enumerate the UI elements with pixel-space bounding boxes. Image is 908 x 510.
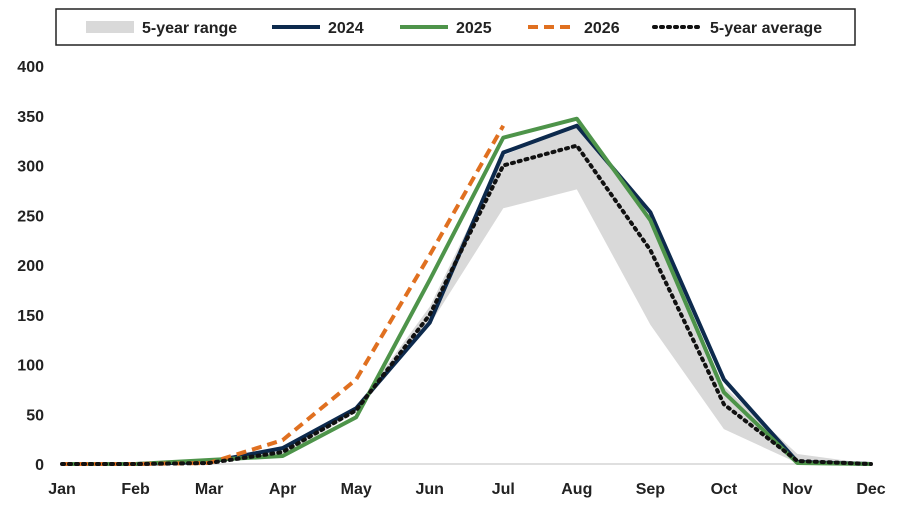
x-tick-label: May: [341, 481, 372, 498]
y-tick-label: 0: [35, 457, 44, 474]
y-tick-label: 50: [26, 407, 44, 424]
y-tick-label: 400: [17, 59, 44, 76]
y-tick-label: 150: [17, 308, 44, 325]
x-tick-label: Aug: [561, 481, 592, 498]
x-tick-label: Apr: [269, 481, 297, 498]
legend-label-2024: 2024: [328, 20, 364, 37]
legend-label-average: 5-year average: [710, 20, 822, 37]
y-tick-label: 100: [17, 358, 44, 375]
range-band: [62, 125, 871, 464]
x-tick-label: Sep: [636, 481, 666, 498]
legend: 5-year range 2024 2025 2026 5-year avera…: [55, 8, 856, 46]
x-tick-label: Dec: [856, 481, 885, 498]
x-tick-label: Mar: [195, 481, 223, 498]
x-tick-label: Nov: [782, 481, 812, 498]
x-tick-label: Feb: [121, 481, 150, 498]
x-tick-label: Jan: [48, 481, 76, 498]
x-tick-label: Jul: [492, 481, 515, 498]
y-tick-label: 350: [17, 109, 44, 126]
x-tick-label: Oct: [711, 481, 738, 498]
axis-layer: 0 50 100 150 200 250 300 350 400 Jan Feb Mar Apr May J…: [17, 59, 885, 498]
legend-label-2026: 2026: [584, 20, 620, 37]
y-tick-label: 250: [17, 208, 44, 225]
legend-box: [55, 8, 856, 46]
y-tick-label: 200: [17, 258, 44, 275]
y-tick-label: 300: [17, 159, 44, 176]
series-layer: [60, 116, 873, 466]
series-line-2025: [62, 116, 872, 466]
series-line-5-year-average: [60, 143, 873, 466]
legend-label-range: 5-year range: [142, 20, 237, 37]
x-tick-label: Jun: [416, 481, 444, 498]
legend-label-2025: 2025: [456, 20, 492, 37]
range-layer: [62, 125, 871, 464]
legend-swatch-range: [86, 21, 134, 33]
